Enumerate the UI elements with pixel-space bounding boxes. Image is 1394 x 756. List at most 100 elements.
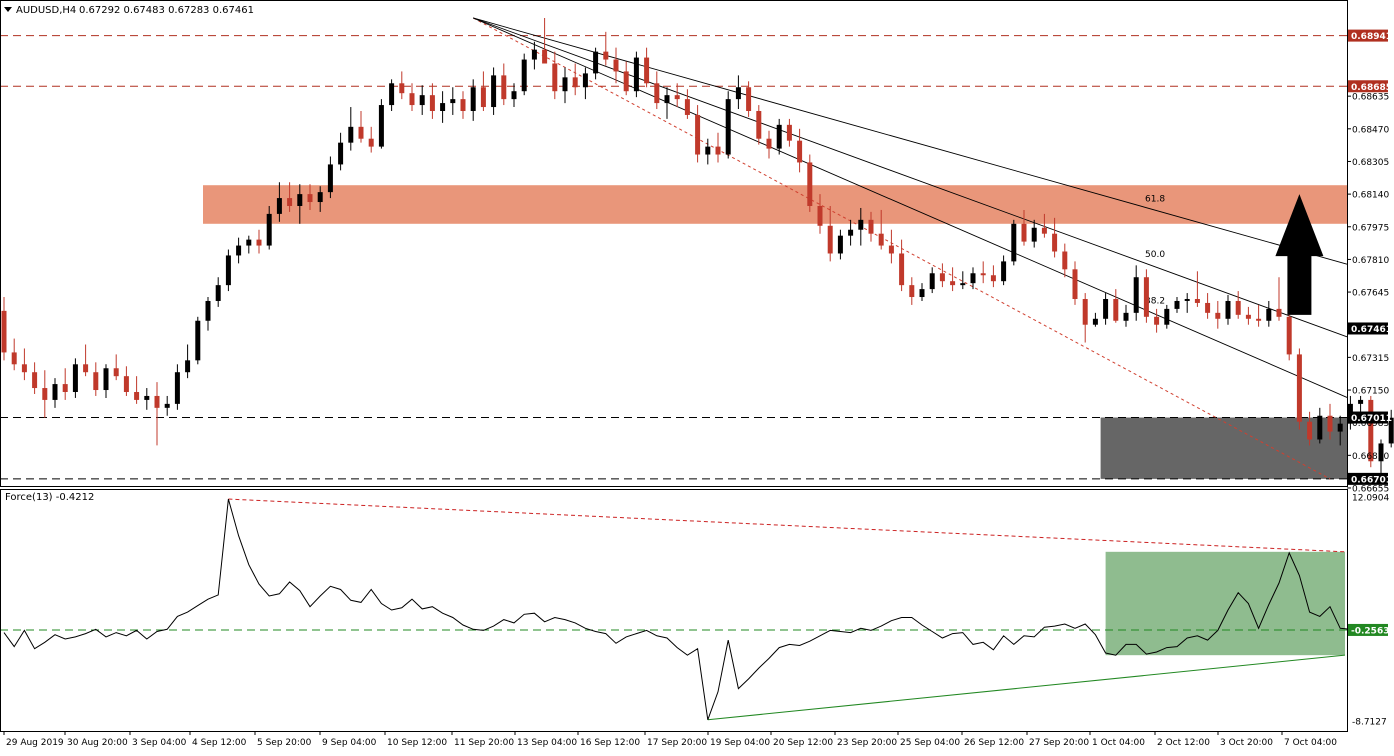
time-tick-label: 26 Sep 12:00 (964, 738, 1024, 748)
price-tick-label: 0.67150 (1352, 387, 1389, 397)
candle-body (216, 285, 221, 301)
candle-body (12, 352, 17, 364)
time-tick-label: 9 Sep 04:00 (322, 738, 377, 748)
price-tick-label: 0.67645 (1352, 289, 1389, 299)
fan-label-61.8: 61.8 (1145, 194, 1165, 204)
candle-body (134, 392, 139, 400)
candle-body (1144, 277, 1149, 317)
candle-body (1358, 400, 1363, 404)
candle-body (542, 50, 547, 64)
candle-body (899, 253, 904, 285)
candle-body (124, 376, 129, 392)
time-tick-label: 29 Aug 2019 (6, 738, 64, 748)
candle-body (1103, 299, 1108, 319)
price-tick-label: 0.68140 (1352, 191, 1389, 201)
candle-body (1073, 269, 1078, 299)
candle-body (593, 52, 598, 74)
time-tick-label: 7 Oct 04:00 (1284, 738, 1337, 748)
candle-body (522, 60, 527, 92)
candle-body (818, 206, 823, 226)
price-tick-label: 0.67810 (1352, 256, 1389, 266)
candle-body (491, 75, 496, 107)
candle-body (685, 99, 690, 115)
level-tag-3-label: 0.66701 (1351, 475, 1392, 485)
candle-body (767, 139, 772, 149)
candle-body (563, 77, 568, 91)
candle-body (22, 364, 27, 372)
candle-body (471, 87, 476, 111)
candle-body (1338, 424, 1343, 432)
candle-body (573, 77, 578, 87)
candle-body (195, 321, 200, 361)
candle-body (1001, 261, 1006, 281)
candle-body (73, 364, 78, 392)
candle-body (828, 226, 833, 254)
candle-body (1042, 228, 1047, 234)
resistance-zone (203, 185, 1347, 224)
candle-body (1062, 252, 1067, 270)
candle-body (1307, 422, 1312, 440)
candle-body (1052, 234, 1057, 252)
candle-body (1287, 317, 1292, 355)
indicator-tick-label: -8.7127 (1352, 718, 1387, 728)
candle-body (1195, 299, 1200, 303)
candle-body (756, 111, 761, 139)
indicator-title: Force(13) -0.4212 (5, 492, 94, 503)
candle-body (583, 73, 588, 87)
candle-body (1175, 301, 1180, 309)
candle-body (93, 372, 98, 390)
time-tick-label: 3 Oct 20:00 (1220, 738, 1273, 748)
candle-body (328, 164, 333, 192)
candle-body (614, 60, 619, 72)
candle-body (32, 372, 37, 388)
candle-body (879, 234, 884, 246)
candle-body (104, 368, 109, 390)
time-tick-label: 16 Sep 12:00 (580, 738, 640, 748)
candle-body (1134, 277, 1139, 313)
time-tick-label: 1 Oct 04:00 (1092, 738, 1145, 748)
candle-body (787, 125, 792, 141)
candle-body (481, 87, 486, 107)
candle-body (950, 281, 955, 285)
candle-body (920, 289, 925, 297)
time-tick-label: 17 Sep 20:00 (647, 738, 707, 748)
time-tick-label: 13 Sep 04:00 (517, 738, 577, 748)
price-tick-label: 0.67975 (1352, 223, 1389, 233)
candle-body (1226, 301, 1231, 319)
candle-body (308, 194, 313, 202)
candle-body (297, 194, 302, 206)
candle-body (318, 192, 323, 202)
candle-body (410, 93, 415, 105)
candle-body (175, 372, 180, 404)
header: AUDUSD,H4 0.67292 0.67483 0.67283 0.6746… (4, 5, 254, 16)
candle-body (287, 198, 292, 206)
candle-body (1297, 354, 1302, 421)
candle-body (165, 404, 170, 408)
time-tick-label: 19 Sep 04:00 (710, 738, 770, 748)
candle-body (1256, 319, 1261, 321)
candle-body (1093, 319, 1098, 325)
candle-body (267, 214, 272, 246)
candle-body (971, 273, 976, 283)
candle-body (512, 91, 517, 99)
time-tick-label: 4 Sep 12:00 (192, 738, 247, 748)
indicator-tick-label: 12.0904 (1352, 494, 1389, 504)
symbol-title: AUDUSD,H4 (16, 5, 76, 16)
candle-body (838, 236, 843, 254)
ohlc-readout: 0.67292 0.67483 0.67283 0.67461 (79, 5, 254, 16)
candle-body (236, 246, 241, 256)
candle-body (155, 396, 160, 408)
candle-body (501, 75, 506, 99)
candle-body (42, 388, 47, 400)
candle-body (848, 230, 853, 236)
time-tick-label: 27 Sep 20:00 (1029, 738, 1089, 748)
candle-body (705, 147, 710, 155)
time-tick-label: 10 Sep 12:00 (387, 738, 447, 748)
candle-body (277, 198, 282, 214)
fan-label-50.0: 50.0 (1145, 250, 1165, 260)
candle-body (1277, 309, 1282, 317)
candle-body (1317, 416, 1322, 440)
candle-body (716, 147, 721, 155)
candle-body (226, 255, 231, 285)
